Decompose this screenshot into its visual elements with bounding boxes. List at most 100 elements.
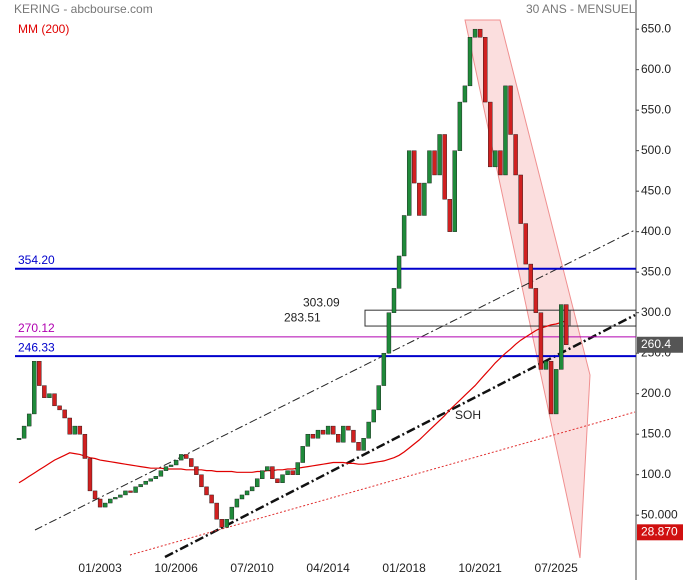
candle — [285, 470, 290, 475]
long-trend-line — [129, 411, 636, 556]
candle — [42, 385, 47, 398]
candle — [163, 466, 169, 471]
y-tick-label: 150.0 — [641, 426, 671, 440]
candle — [391, 288, 397, 313]
zone — [364, 309, 637, 327]
candle — [143, 480, 148, 485]
candle — [488, 101, 493, 168]
candle — [265, 466, 270, 471]
annotation: SOH — [455, 408, 481, 422]
candle — [381, 352, 387, 386]
candle — [412, 150, 417, 184]
candle — [452, 150, 457, 232]
candle — [72, 425, 77, 435]
candle — [133, 486, 138, 493]
candle — [87, 458, 93, 492]
ma-legend: MM (200) — [18, 22, 69, 36]
candle — [47, 393, 52, 398]
candle — [295, 462, 300, 475]
x-tick-label: 04/2014 — [306, 561, 350, 575]
candle — [16, 438, 22, 440]
y-tick-label: 550.0 — [641, 102, 671, 116]
candle — [280, 474, 285, 483]
candle — [472, 28, 478, 38]
candle — [204, 486, 209, 496]
candle — [336, 433, 341, 443]
y-tick-label: 350.0 — [641, 264, 671, 278]
chart-subtitle: 30 ANS - MENSUEL — [526, 2, 636, 16]
candle — [462, 85, 468, 103]
candle — [366, 421, 371, 439]
x-tick-label: 07/2010 — [230, 561, 274, 575]
candle — [194, 466, 199, 475]
candle — [229, 506, 235, 520]
candle — [406, 150, 412, 216]
level-label: 246.33 — [18, 340, 55, 354]
candle — [356, 442, 361, 451]
x-tick-label: 01/2003 — [78, 561, 122, 575]
candle — [538, 312, 544, 370]
candle — [77, 425, 83, 435]
candle — [113, 497, 118, 500]
x-tick-label: 07/2025 — [534, 561, 578, 575]
candle — [290, 470, 295, 475]
candle — [224, 519, 229, 528]
candle — [153, 476, 159, 479]
candle — [401, 215, 407, 257]
candle — [184, 454, 189, 459]
candle — [553, 369, 559, 415]
candle — [432, 150, 437, 176]
candle — [57, 405, 62, 411]
candle — [62, 409, 67, 419]
candle — [275, 478, 280, 483]
candle — [21, 425, 27, 439]
candle — [300, 446, 305, 463]
candle — [97, 498, 103, 508]
candle — [37, 361, 42, 386]
candle — [209, 494, 214, 504]
candle — [548, 361, 554, 415]
y-tick-label: 50.000 — [641, 507, 678, 521]
candle — [320, 429, 326, 435]
candle — [168, 464, 174, 467]
candle — [341, 425, 346, 443]
candle — [244, 490, 250, 496]
low-marker-box — [637, 524, 683, 541]
low-marker-label: 28.870 — [641, 524, 678, 538]
candle — [219, 519, 224, 528]
candle — [118, 494, 123, 498]
candle — [543, 361, 549, 370]
candle — [467, 37, 473, 87]
candle — [523, 223, 528, 265]
candle — [254, 478, 260, 488]
last-price-label: 260.4 — [641, 337, 671, 351]
candle — [32, 361, 37, 415]
candle — [376, 385, 381, 411]
candle — [26, 413, 32, 427]
zone-top-label: 303.09 — [303, 295, 340, 309]
candle — [82, 433, 88, 459]
candle — [325, 425, 331, 435]
candle — [270, 466, 275, 479]
candle — [386, 312, 392, 354]
x-tick-label: 01/2018 — [382, 561, 426, 575]
candle — [564, 304, 569, 345]
y-tick-label: 450.0 — [641, 183, 671, 197]
candle — [422, 182, 427, 216]
candle — [148, 478, 153, 482]
y-tick-label: 300.0 — [641, 305, 671, 319]
support-line — [164, 313, 636, 559]
zone-bottom-label: 283.51 — [284, 310, 321, 324]
chart-title: KERING - abcbourse.com — [14, 2, 153, 16]
candle — [396, 255, 402, 289]
candle — [371, 409, 376, 423]
candle — [508, 85, 513, 135]
level-label: 270.12 — [18, 321, 55, 335]
candle — [102, 502, 108, 508]
candle — [123, 490, 128, 496]
y-tick-label: 500.0 — [641, 143, 671, 157]
candle — [361, 438, 366, 451]
candle — [138, 484, 143, 488]
candle — [260, 470, 265, 479]
candle — [559, 304, 564, 370]
